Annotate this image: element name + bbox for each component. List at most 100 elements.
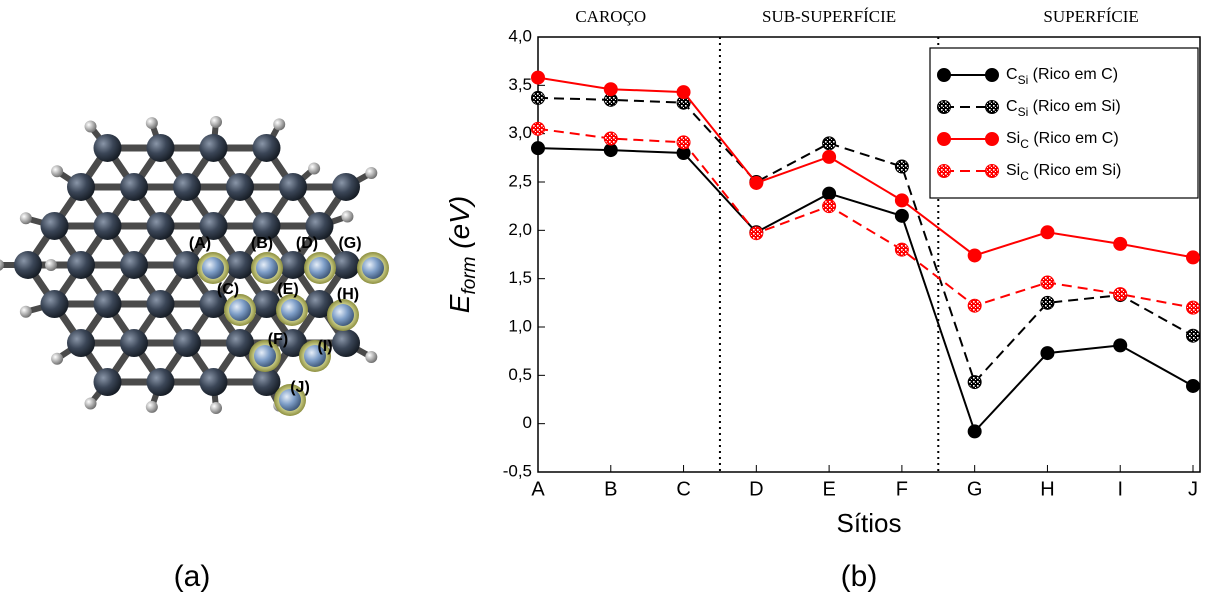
h-atom [85,397,97,409]
c-atom [226,251,254,279]
panel-label: (a) [174,560,211,593]
data-point [1114,237,1127,250]
data-point [1187,329,1200,342]
c-atom [67,251,95,279]
label-part: (Rico em C) [1028,66,1118,83]
c-atom [279,251,307,279]
x-tick-label: F [896,478,908,500]
c-atom [94,212,122,240]
c-atom [279,173,307,201]
x-tick-label: D [749,478,763,500]
data-point [823,137,836,150]
x-tick-label: J [1188,478,1198,500]
c-atom [120,251,148,279]
c-atom [253,290,281,318]
y-tick-label: 3,5 [508,75,532,94]
y-tick-label: 2,5 [508,171,532,190]
h-atom [210,116,222,128]
c-atom [147,212,175,240]
h-atom [146,117,158,129]
h-atom [341,211,353,223]
legend-marker [986,165,999,178]
y-tick-label: 0 [523,413,532,432]
site-atom [202,257,224,279]
site-atom [229,299,251,321]
c-atom [332,251,360,279]
data-point [532,142,545,155]
data-point [968,425,981,438]
x-tick-label: H [1040,478,1054,500]
x-tick-label: B [604,478,617,500]
label-part: form [459,257,480,295]
label-part: C [1006,66,1018,83]
site-label: (C) [217,281,239,298]
data-point [823,200,836,213]
site-label: (E) [277,281,298,298]
data-point [895,209,908,222]
data-point [1114,288,1127,301]
c-atom [120,329,148,357]
site-atom [256,257,278,279]
x-axis-label: Sítios [836,508,901,538]
c-atom [41,290,69,318]
data-point [604,144,617,157]
data-point [604,83,617,96]
c-atom [173,173,201,201]
data-point [750,176,763,189]
label-part: (Rico em Si) [1028,98,1120,115]
c-atom [173,329,201,357]
y-tick-label: -0,5 [503,461,532,480]
data-point [604,132,617,145]
region-label: SUPERFÍCIE [1043,7,1138,26]
legend-marker [938,69,951,82]
h-atom [20,212,32,224]
h-atom [273,118,285,130]
region-label: SUB-SUPERFÍCIE [762,7,896,26]
legend-marker [938,101,951,114]
data-point [968,376,981,389]
site-label: (G) [338,235,361,252]
x-tick-label: E [822,478,835,500]
site-atom [362,257,384,279]
legend-marker [938,165,951,178]
y-tick-label: 0,5 [508,365,532,384]
data-point [1041,226,1054,239]
label-part: Si [1018,105,1029,119]
site-label: (H) [337,286,359,303]
site-label: (I) [317,338,332,355]
data-point [968,249,981,262]
label-part: Si [1006,162,1020,179]
c-atom [94,368,122,396]
legend-marker [986,133,999,146]
data-point [1187,251,1200,264]
y-tick-label: 3,0 [508,123,532,142]
data-point [1114,339,1127,352]
data-point [968,299,981,312]
panel-label: (b) [841,560,878,593]
legend-marker [986,69,999,82]
data-point [750,227,763,240]
data-point [895,160,908,173]
y-tick-label: 4,0 [508,26,532,45]
data-point [1041,296,1054,309]
data-point [1041,347,1054,360]
data-point [823,150,836,163]
c-atom [94,134,122,162]
data-point [677,136,690,149]
c-atom [253,134,281,162]
c-atom [41,212,69,240]
label-part: (Rico em Si) [1029,162,1121,179]
data-point [895,243,908,256]
site-atom [309,257,331,279]
site-label: (B) [251,235,273,252]
c-atom [332,329,360,357]
h-atom [146,401,158,413]
h-atom [365,167,377,179]
y-tick-label: 1,5 [508,268,532,287]
y-tick-label: 1,0 [508,316,532,335]
data-point [1041,276,1054,289]
c-atom [147,368,175,396]
data-point [1187,301,1200,314]
figure: (A)(B)(C)(D)(E)(F)(G)(H)(I)(J)(a) -0,500… [0,0,1207,603]
